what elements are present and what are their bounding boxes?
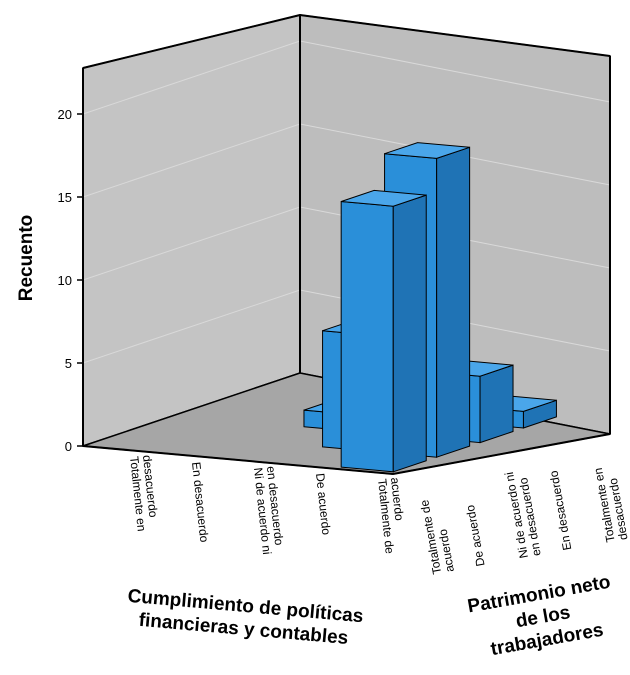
y-tick-label: 10 <box>58 273 72 288</box>
z-category-label: De acuerdo <box>463 504 488 568</box>
y-axis-ticks: 0 5 10 15 20 <box>58 107 83 454</box>
bar <box>340 189 427 473</box>
y-tick-label: 5 <box>65 356 72 371</box>
z-axis-line <box>392 433 611 475</box>
z-category-line: De acuerdo <box>463 504 488 568</box>
x-category-label: De acuerdo <box>313 472 333 535</box>
bar-side-face <box>436 146 471 458</box>
y-axis-title: Recuento <box>16 215 37 302</box>
bar-top-face <box>384 142 470 159</box>
gridline-left <box>82 40 301 115</box>
x-axis-line <box>82 445 394 475</box>
gridline-right <box>299 40 611 103</box>
gridline-left <box>82 123 301 198</box>
gridline-left <box>82 289 301 364</box>
z-category-label: En desacuerdo <box>546 469 574 551</box>
top-left-edge <box>82 14 301 69</box>
bar-front-face <box>340 200 394 473</box>
left-back-wall <box>82 14 301 448</box>
bar-top-face <box>341 189 427 207</box>
y-tick-label: 15 <box>58 190 72 205</box>
x-category-line: De acuerdo <box>313 472 333 535</box>
bar-side-face <box>392 194 427 473</box>
z-category-line: En desacuerdo <box>546 469 574 551</box>
bars <box>303 142 557 473</box>
y-tick-label: 0 <box>65 439 72 454</box>
x-category-label: En desacuerdo <box>189 461 211 543</box>
x-category-line: En desacuerdo <box>189 461 211 543</box>
bar-side-face <box>479 364 514 444</box>
x-category-line: acuerdo <box>388 477 406 522</box>
gridline-left <box>82 206 301 281</box>
x-category-line: desacuerdo <box>140 454 161 518</box>
top-right-edge <box>299 14 611 57</box>
y-tick-label: 20 <box>58 107 72 122</box>
